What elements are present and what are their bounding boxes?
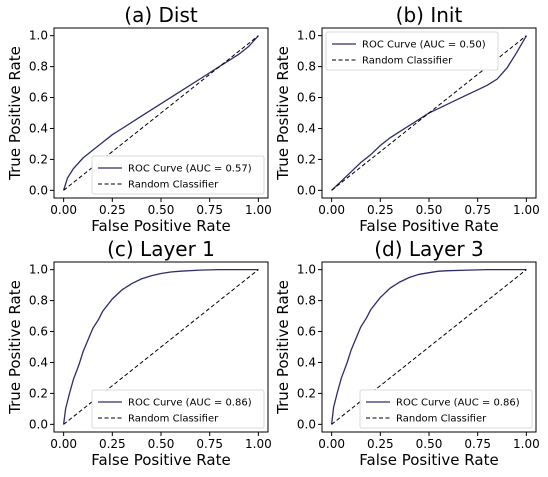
y-tick-label: 0.4 [297,121,316,135]
x-tick-label: 0.50 [148,203,175,217]
y-tick-label: 0.6 [297,91,316,105]
y-tick-label: 0.4 [29,355,48,369]
y-tick-label: 1.0 [29,263,48,277]
x-tick-label: 0.00 [318,203,345,217]
y-tick-label: 0.6 [29,325,48,339]
roc-curve-line [62,35,259,191]
y-tick-label: 0.0 [29,183,48,197]
legend-entry: ROC Curve (AUC = 0.86) [128,398,252,409]
x-tick-label: 0.50 [416,203,443,217]
y-tick-label: 0.8 [29,60,48,74]
x-axis-label: False Positive Rate [91,217,230,235]
x-tick-label: 0.25 [367,437,394,451]
x-tick-label: 0.00 [50,437,77,451]
x-tick-label: 0.75 [196,437,223,451]
x-tick-label: 0.50 [148,437,175,451]
panel-3: (c) Layer 1 0.00 0.25 0.50 0.75 1.00 0.0 0.2 0.4… [6,237,272,469]
legend-entry: Random Classifier [128,414,219,425]
y-tick-label: 0.2 [297,152,316,166]
x-tick-label: 0.25 [99,203,126,217]
legend-entry: Random Classifier [128,180,219,191]
y-tick-label: 0.8 [297,294,316,308]
y-tick-label: 0.6 [297,325,316,339]
x-axis-label: False Positive Rate [359,217,498,235]
x-tick-label: 0.00 [50,203,77,217]
legend-entry: ROC Curve (AUC = 0.50) [362,40,486,51]
y-axis-label: True Positive Rate [6,46,24,181]
y-tick-label: 0.6 [29,91,48,105]
legend-box [325,31,499,71]
legend-box [91,155,265,195]
y-tick-label: 0.8 [297,60,316,74]
x-tick-label: 1.00 [513,437,540,451]
panel-title: (c) Layer 1 [107,237,215,261]
x-tick-label: 0.25 [99,437,126,451]
x-tick-label: 0.50 [416,437,443,451]
x-axis-label: False Positive Rate [91,451,230,469]
y-tick-label: 0.2 [29,152,48,166]
y-tick-label: 1.0 [297,29,316,43]
legend: ROC Curve (AUC = 0.57) Random Classifier [91,155,265,195]
roc-curve-line [62,268,259,425]
legend-entry: Random Classifier [362,56,453,67]
y-tick-label: 1.0 [297,263,316,277]
x-tick-label: 1.00 [245,437,272,451]
legend-entry: ROC Curve (AUC = 0.57) [128,164,252,175]
y-axis-label: True Positive Rate [274,280,292,415]
legend: ROC Curve (AUC = 0.86) Random Classifier [359,389,533,429]
legend-entry: Random Classifier [396,414,487,425]
panel-1: (a) Dist 0.00 0.25 0.50 0.75 1.00 0.0 0.2 0.4 0.6… [6,3,272,235]
x-tick-label: 0.00 [318,437,345,451]
legend-box [91,389,265,429]
y-tick-label: 0.0 [297,417,316,431]
x-tick-label: 1.00 [513,203,540,217]
panel-title: (a) Dist [124,3,198,27]
y-tick-label: 0.8 [29,294,48,308]
x-axis-label: False Positive Rate [359,451,498,469]
legend-box [359,389,533,429]
legend: ROC Curve (AUC = 0.86) Random Classifier [91,389,265,429]
y-axis-label: True Positive Rate [6,280,24,415]
y-axis-label: True Positive Rate [274,46,292,181]
roc-curve-line [330,268,527,425]
x-tick-label: 0.25 [367,203,394,217]
x-tick-label: 0.75 [464,437,491,451]
y-tick-label: 0.2 [29,386,48,400]
panel-title: (d) Layer 3 [374,237,484,261]
random-classifier-line [331,35,527,191]
x-tick-label: 0.75 [464,203,491,217]
x-tick-label: 1.00 [245,203,272,217]
y-tick-label: 0.0 [297,183,316,197]
y-tick-label: 0.4 [297,355,316,369]
y-tick-label: 0.4 [29,121,48,135]
legend: ROC Curve (AUC = 0.50) Random Classifier [325,31,499,71]
y-tick-label: 0.0 [29,417,48,431]
panel-title: (b) Init [396,3,463,27]
panel-2: (b) Init 0.00 0.25 0.50 0.75 1.00 0.0 0.2 0.4 0.6… [274,3,540,235]
y-tick-label: 0.2 [297,386,316,400]
y-tick-label: 1.0 [29,29,48,43]
x-tick-label: 0.75 [196,203,223,217]
legend-entry: ROC Curve (AUC = 0.86) [396,398,520,409]
panel-4: (d) Layer 3 0.00 0.25 0.50 0.75 1.00 0.0 0.2 0.4… [274,237,540,469]
